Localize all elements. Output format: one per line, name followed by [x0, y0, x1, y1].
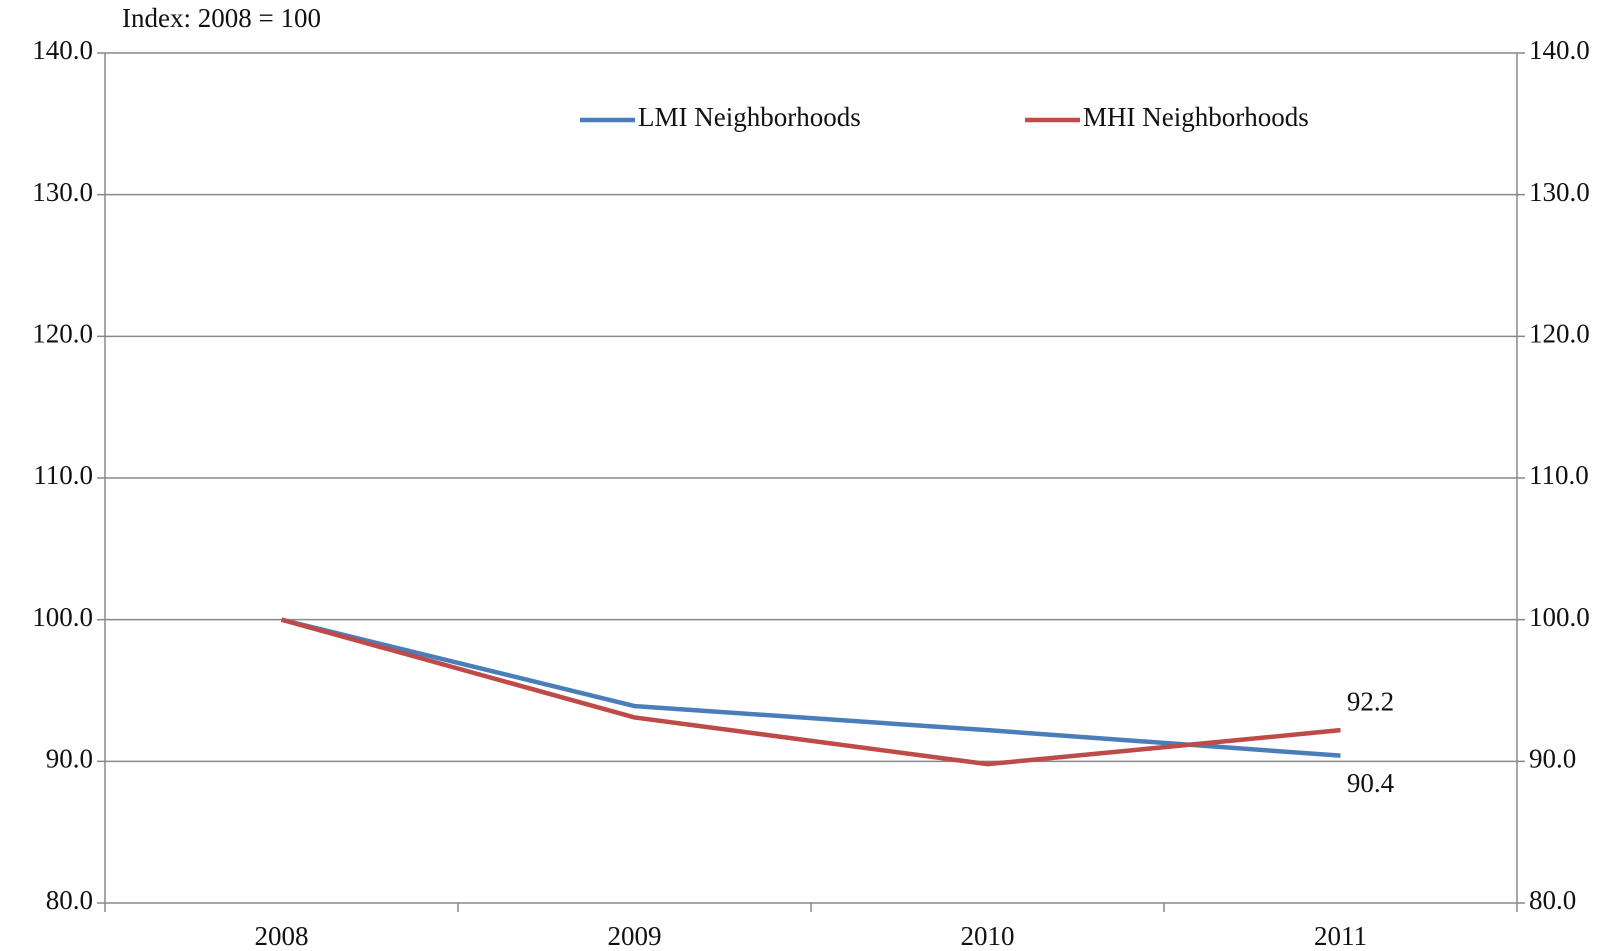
- y2-tick-label: 120.0: [1529, 319, 1590, 349]
- y-tick-label: 130.0: [32, 177, 93, 207]
- data-label: 92.2: [1347, 686, 1394, 716]
- series-line: [280, 617, 1341, 758]
- y2-tick-label: 110.0: [1529, 460, 1589, 490]
- x-tick-label: 2008: [255, 921, 309, 951]
- y2-tick-label: 80.0: [1529, 885, 1576, 915]
- x-tick-label: 2011: [1314, 921, 1367, 951]
- y2-tick-label: 90.0: [1529, 744, 1576, 774]
- y-tick-label: 140.0: [32, 35, 93, 65]
- y-tick-label: 80.0: [46, 885, 93, 915]
- legend-label: LMI Neighborhoods: [638, 102, 861, 132]
- series-line: [280, 617, 1341, 767]
- y-tick-label: 110.0: [33, 460, 93, 490]
- y-tick-label: 100.0: [32, 602, 93, 632]
- y2-tick-label: 130.0: [1529, 177, 1590, 207]
- y-tick-label: 90.0: [46, 744, 93, 774]
- chart-subtitle: Index: 2008 = 100: [122, 3, 321, 33]
- data-label: 90.4: [1347, 768, 1395, 798]
- y-tick-label: 120.0: [32, 319, 93, 349]
- y2-tick-label: 140.0: [1529, 35, 1590, 65]
- legend-label: MHI Neighborhoods: [1083, 102, 1309, 132]
- x-tick-label: 2009: [608, 921, 662, 951]
- x-tick-label: 2010: [961, 921, 1015, 951]
- y2-tick-label: 100.0: [1529, 602, 1590, 632]
